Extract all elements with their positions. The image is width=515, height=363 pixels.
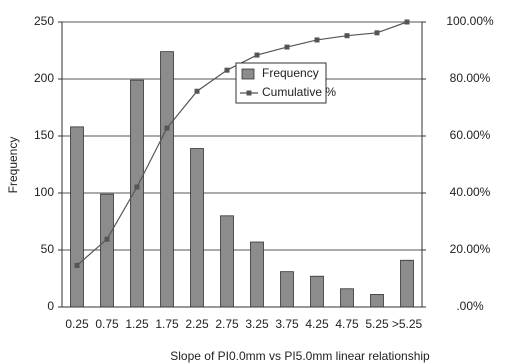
x-tick-label: 1.25 [125,317,149,331]
y-tick-label: 50 [41,242,55,256]
y2-tick-label: 100.00% [446,14,494,28]
y2-tick-label: 20.00% [450,242,491,256]
x-tick-label: 4.25 [305,317,329,331]
cumulative-line [76,21,408,266]
x-tick-label: 3.75 [275,317,299,331]
line-marker [194,88,200,94]
line-marker [134,184,140,190]
line-marker [284,44,290,50]
y2-tick-label: 40.00% [450,185,491,199]
x-tick-label: >5.25 [392,317,423,331]
bar [250,241,264,308]
x-tick-label: 0.25 [65,317,89,331]
line-marker [404,19,410,25]
x-tick-label: 2.25 [185,317,209,331]
y-tick-label: 150 [34,128,54,142]
line-marker [224,67,230,73]
line-marker [374,30,380,36]
bar [370,294,384,308]
line-marker [314,37,320,43]
line-marker [104,236,110,242]
x-tick-label: 1.75 [155,317,179,331]
x-tick-label: 5.25 [365,317,389,331]
y-tick-label: 200 [34,71,54,85]
legend: Frequency Cumulative % [235,62,336,104]
bar [130,79,144,308]
y-tick-label: 100 [34,185,54,199]
bar [190,148,204,308]
line-marker [164,125,170,131]
x-tick-label: 0.75 [95,317,119,331]
bar [280,271,294,308]
y2-tick-label: .00% [456,299,484,313]
bar [400,259,414,308]
bar [160,51,174,308]
line-marker [74,262,80,268]
bar [100,193,114,308]
x-tick-label: 3.25 [245,317,269,331]
line-marker [254,52,260,58]
bar [310,275,324,308]
legend-swatch [241,68,255,80]
x-axis-title: Slope of PI0.0mm vs PI5.0mm linear relat… [170,349,430,363]
bar [70,126,84,308]
bar [340,288,354,308]
y2-tick-label: 80.00% [450,71,491,85]
line-marker [344,33,350,39]
y-axis-title: Frequency [6,137,20,194]
y-tick-label: 250 [34,14,54,28]
legend-marker [246,90,252,96]
bar [220,215,234,308]
x-tick-label: 2.75 [215,317,239,331]
y-tick-label: 0 [47,299,54,313]
y2-tick-label: 60.00% [450,128,491,142]
x-tick-label: 4.75 [335,317,359,331]
legend-label: Cumulative % [262,85,336,99]
legend-label: Frequency [262,66,319,80]
